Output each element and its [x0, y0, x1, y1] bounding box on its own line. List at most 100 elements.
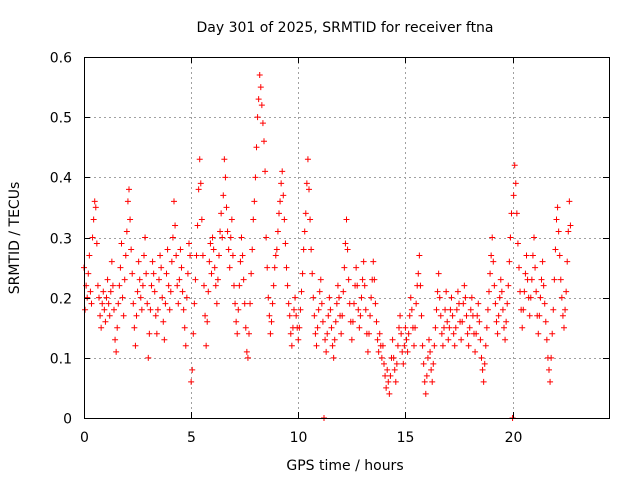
data-point — [203, 342, 210, 349]
data-point — [370, 258, 377, 265]
data-point — [167, 288, 174, 295]
data-point — [163, 270, 170, 277]
data-point — [484, 306, 491, 313]
data-point — [497, 276, 504, 283]
data-point — [206, 258, 213, 265]
data-point — [376, 330, 383, 337]
data-point — [481, 360, 488, 367]
data-point — [107, 288, 114, 295]
data-point — [358, 294, 365, 301]
data-point — [198, 216, 205, 223]
data-point — [90, 216, 97, 223]
data-point — [424, 354, 431, 361]
data-point — [434, 288, 441, 295]
data-point — [114, 324, 121, 331]
data-point — [240, 276, 247, 283]
data-point — [186, 240, 192, 247]
data-point — [106, 312, 113, 319]
data-point — [143, 270, 150, 277]
data-point — [214, 276, 221, 283]
data-point — [490, 258, 497, 265]
data-point — [296, 324, 303, 331]
data-point — [463, 312, 470, 319]
data-point — [472, 348, 479, 355]
data-point — [461, 282, 468, 289]
data-point — [341, 264, 348, 271]
data-point — [197, 180, 204, 187]
data-point — [108, 258, 115, 265]
data-point — [348, 336, 355, 343]
data-point — [161, 336, 168, 343]
data-point — [542, 318, 549, 325]
data-point — [519, 324, 526, 331]
data-point — [246, 330, 252, 337]
data-point — [340, 288, 347, 295]
data-point — [401, 342, 408, 349]
data-point — [546, 366, 552, 373]
data-point — [208, 270, 215, 277]
data-point — [404, 348, 411, 355]
data-point — [176, 276, 183, 283]
data-point — [264, 264, 271, 271]
data-point — [154, 306, 161, 313]
data-point — [249, 246, 256, 253]
data-point — [297, 306, 304, 313]
x-tick-label: 20 — [505, 430, 523, 446]
data-point — [232, 300, 239, 307]
data-point — [387, 372, 394, 379]
data-point — [523, 252, 530, 259]
data-point — [213, 300, 220, 307]
data-point — [236, 282, 243, 289]
data-point — [322, 336, 329, 343]
y-tick-label: 0.4 — [50, 171, 72, 187]
data-point — [332, 318, 339, 325]
data-point — [429, 378, 436, 385]
data-point — [439, 342, 446, 349]
data-point — [262, 168, 269, 175]
data-point — [300, 246, 307, 253]
data-point — [271, 264, 278, 271]
data-point — [228, 216, 235, 223]
data-point — [168, 258, 175, 265]
data-point — [134, 288, 141, 295]
data-point — [291, 306, 297, 313]
data-point — [250, 216, 257, 223]
data-point — [201, 282, 207, 289]
data-point — [244, 354, 251, 361]
data-point — [153, 330, 160, 337]
data-point — [159, 294, 166, 301]
data-point — [255, 96, 262, 103]
data-point — [307, 216, 314, 223]
data-point — [115, 300, 122, 307]
data-point — [101, 306, 108, 313]
data-point — [87, 288, 94, 295]
data-point — [564, 258, 571, 265]
data-point — [496, 294, 503, 301]
data-point — [233, 318, 240, 325]
data-point — [443, 288, 450, 295]
data-point — [220, 192, 227, 199]
data-point — [392, 378, 399, 385]
data-point — [398, 330, 405, 337]
y-axis-ticks: 0 0.1 0.2 0.3 0.4 0.5 0.6 — [50, 51, 609, 428]
data-point — [407, 294, 414, 301]
data-point — [549, 330, 556, 337]
data-point — [124, 198, 131, 205]
data-point — [279, 168, 286, 175]
data-point — [157, 252, 164, 259]
data-point — [99, 300, 106, 307]
data-point — [466, 324, 473, 331]
data-point — [483, 324, 490, 331]
data-point — [428, 366, 435, 373]
data-point — [357, 312, 364, 319]
data-point — [121, 276, 128, 283]
data-point — [130, 300, 137, 307]
data-point — [285, 300, 292, 307]
data-point — [315, 306, 322, 313]
data-point — [122, 252, 129, 259]
data-point — [221, 156, 228, 163]
data-point — [136, 276, 143, 283]
data-point — [396, 324, 402, 331]
y-tick-label: 0.1 — [50, 352, 72, 368]
